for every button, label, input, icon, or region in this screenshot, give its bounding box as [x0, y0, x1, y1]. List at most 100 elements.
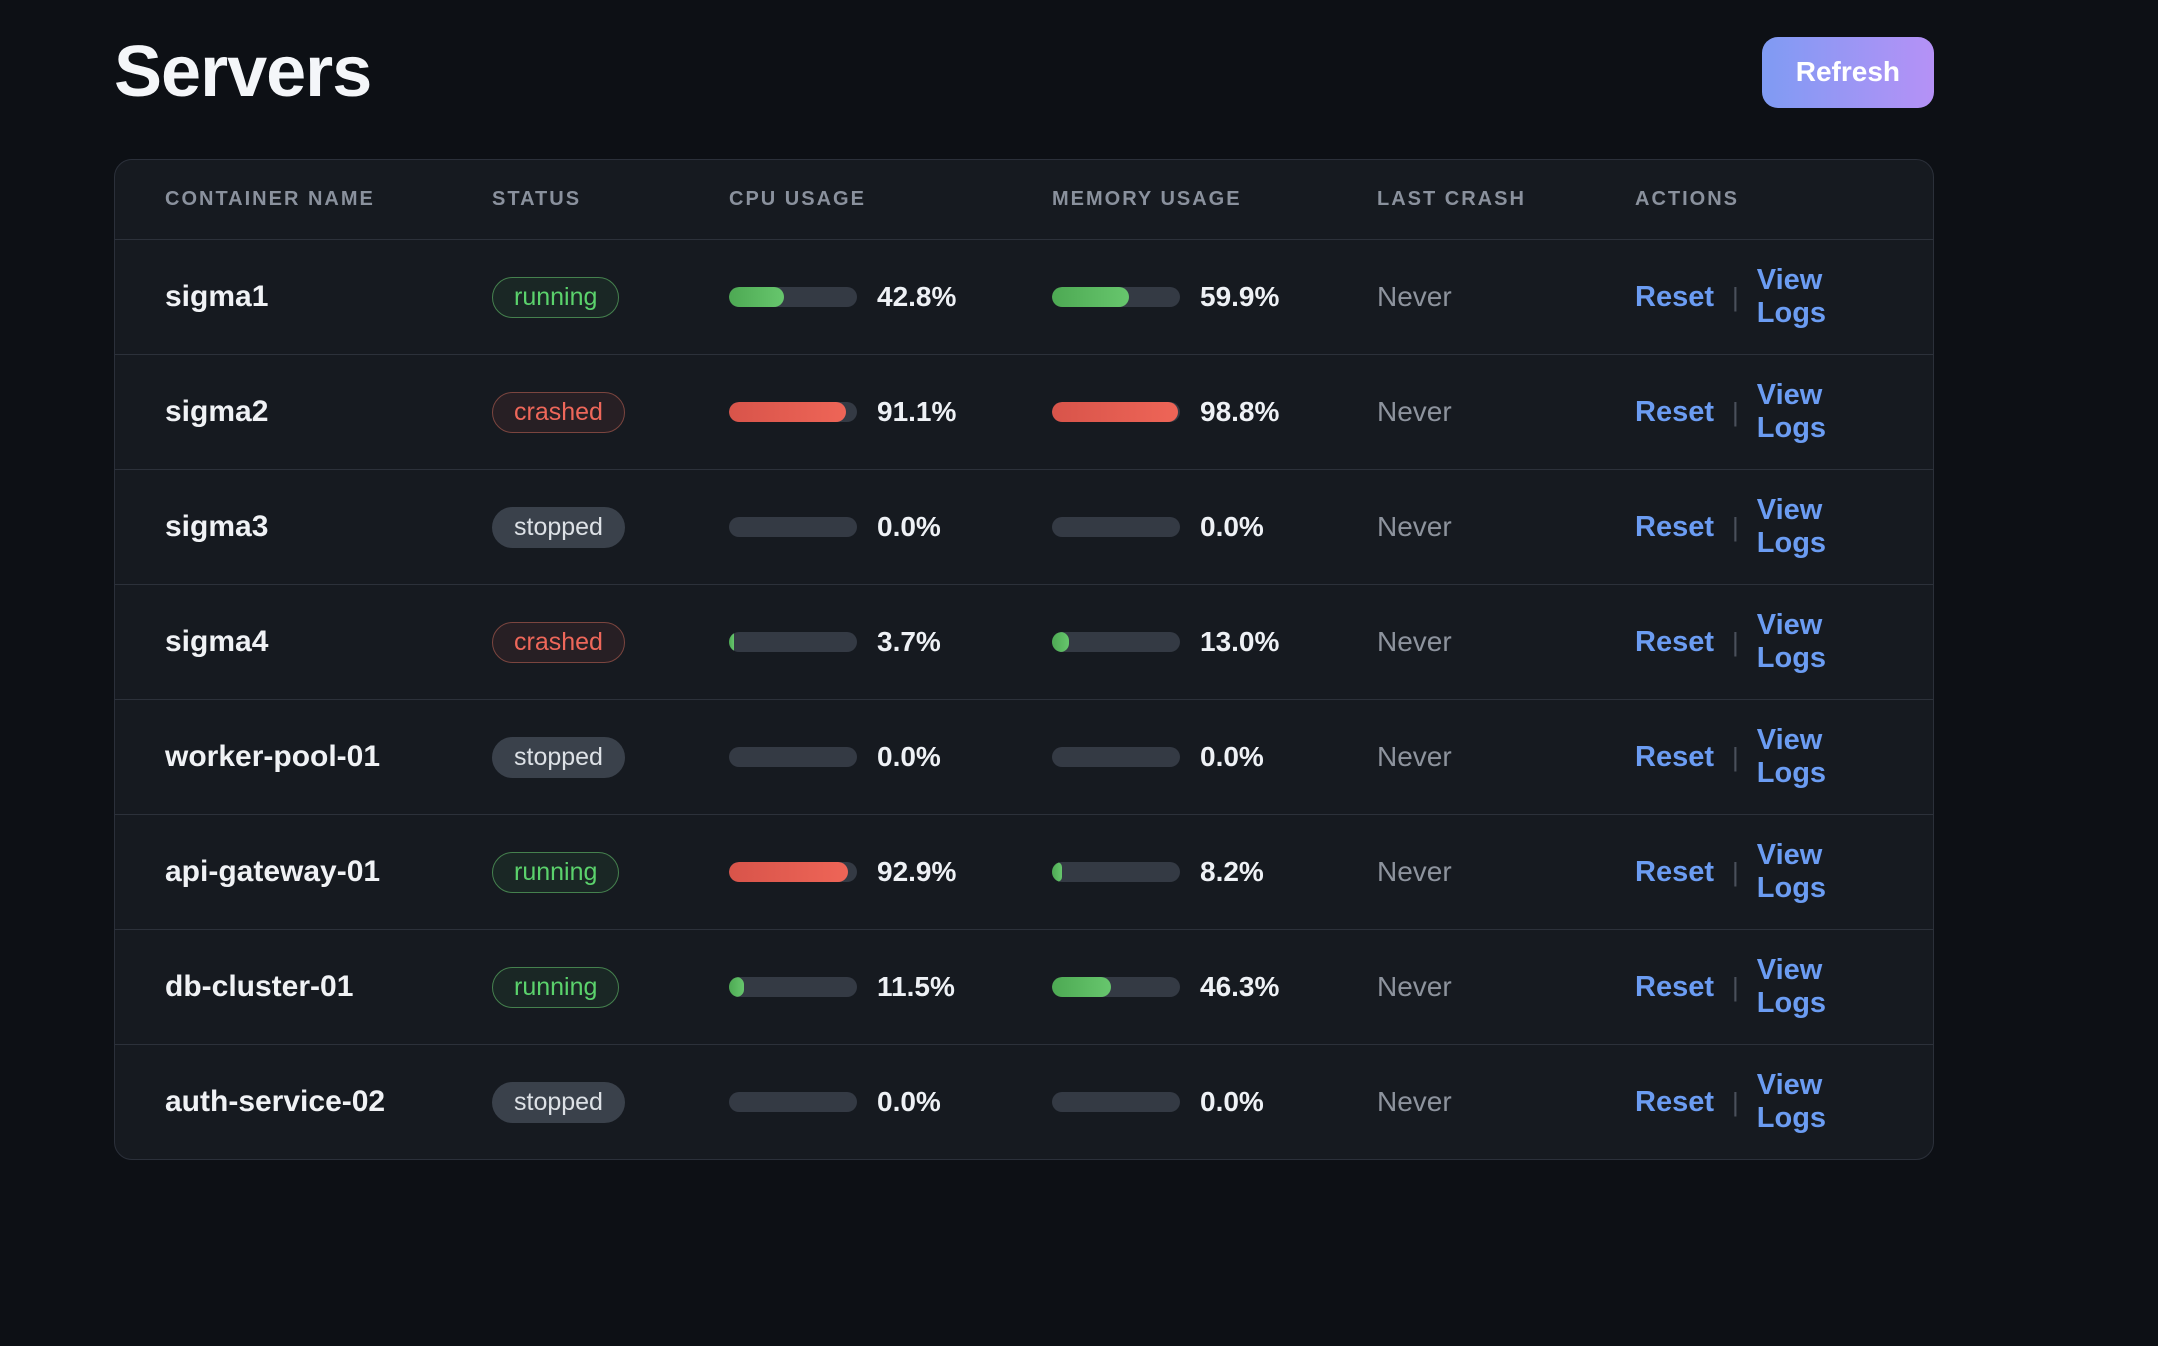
memory-usage-cell: 8.2% — [1052, 856, 1377, 888]
reset-button[interactable]: Reset — [1635, 970, 1714, 1003]
actions-cell: Reset | View Logs — [1635, 379, 1883, 445]
memory-usage-cell: 0.0% — [1052, 511, 1377, 543]
view-logs-button[interactable]: View Logs — [1756, 609, 1827, 674]
cpu-usage-bar-fill — [729, 862, 848, 882]
reset-button[interactable]: Reset — [1635, 625, 1714, 658]
cpu-usage-bar — [729, 977, 857, 997]
cpu-usage-value: 91.1% — [877, 396, 957, 427]
reset-button[interactable]: Reset — [1635, 1085, 1714, 1118]
cpu-usage-cell: 11.5% — [729, 971, 1052, 1003]
table-row: worker-pool-01 stopped 0.0% 0.0% Never R… — [115, 699, 1933, 814]
status-badge: stopped — [492, 736, 625, 778]
view-logs-button[interactable]: View Logs — [1756, 1069, 1827, 1134]
cpu-usage-value: 0.0% — [877, 1086, 941, 1117]
status-badge: running — [492, 851, 620, 893]
status-cell: stopped — [492, 506, 729, 548]
table-row: sigma1 running 42.8% 59.9% Never Reset |… — [115, 239, 1933, 354]
cpu-usage-bar-fill — [729, 632, 734, 652]
refresh-button[interactable]: Refresh — [1761, 36, 1934, 108]
cpu-usage-value: 92.9% — [877, 856, 957, 887]
column-header-container-name: CONTAINER NAME — [165, 188, 375, 210]
memory-usage-bar — [1052, 632, 1180, 652]
cpu-usage-cell: 91.1% — [729, 396, 1052, 428]
table-row: api-gateway-01 running 92.9% 8.2% Never … — [115, 814, 1933, 929]
status-cell: stopped — [492, 1081, 729, 1123]
last-crash-value: Never — [1377, 281, 1452, 312]
view-logs-button[interactable]: View Logs — [1756, 839, 1827, 904]
view-logs-button[interactable]: View Logs — [1756, 724, 1827, 789]
actions-cell: Reset | View Logs — [1635, 724, 1883, 790]
memory-usage-value: 59.9% — [1200, 281, 1280, 312]
actions-cell: Reset | View Logs — [1635, 494, 1883, 560]
cpu-usage-cell: 0.0% — [729, 1086, 1052, 1118]
memory-usage-value: 0.0% — [1200, 511, 1264, 542]
reset-button[interactable]: Reset — [1635, 510, 1714, 543]
cpu-usage-value: 0.0% — [877, 741, 941, 772]
cpu-usage-bar — [729, 402, 857, 422]
memory-usage-value: 13.0% — [1200, 626, 1280, 657]
actions-cell: Reset | View Logs — [1635, 609, 1883, 675]
action-separator: | — [1732, 626, 1739, 657]
memory-usage-value: 98.8% — [1200, 396, 1280, 427]
last-crash-value: Never — [1377, 971, 1452, 1002]
last-crash-value: Never — [1377, 396, 1452, 427]
container-name: sigma1 — [165, 280, 269, 313]
container-name: worker-pool-01 — [165, 740, 381, 773]
cpu-usage-cell: 0.0% — [729, 741, 1052, 773]
memory-usage-bar — [1052, 287, 1180, 307]
column-header-memory-usage: MEMORY USAGE — [1052, 188, 1242, 210]
status-cell: stopped — [492, 736, 729, 778]
column-header-cpu-usage: CPU USAGE — [729, 188, 866, 210]
cpu-usage-cell: 3.7% — [729, 626, 1052, 658]
last-crash-value: Never — [1377, 1086, 1452, 1117]
table-row: db-cluster-01 running 11.5% 46.3% Never … — [115, 929, 1933, 1044]
cpu-usage-cell: 42.8% — [729, 281, 1052, 313]
reset-button[interactable]: Reset — [1635, 395, 1714, 428]
memory-usage-cell: 98.8% — [1052, 396, 1377, 428]
memory-usage-bar — [1052, 1092, 1180, 1112]
view-logs-button[interactable]: View Logs — [1756, 264, 1827, 329]
table-row: sigma3 stopped 0.0% 0.0% Never Reset | V… — [115, 469, 1933, 584]
action-separator: | — [1732, 741, 1739, 772]
cpu-usage-bar — [729, 1092, 857, 1112]
memory-usage-bar — [1052, 402, 1180, 422]
table-header-row: CONTAINER NAME STATUS CPU USAGE MEMORY U… — [115, 160, 1933, 239]
cpu-usage-value: 3.7% — [877, 626, 941, 657]
memory-usage-value: 0.0% — [1200, 1086, 1264, 1117]
column-header-last-crash: LAST CRASH — [1377, 188, 1526, 210]
container-name: db-cluster-01 — [165, 970, 354, 1003]
cpu-usage-bar-fill — [729, 402, 846, 422]
container-name: auth-service-02 — [165, 1085, 386, 1118]
action-separator: | — [1732, 971, 1739, 1002]
column-header-actions: ACTIONS — [1635, 188, 1739, 210]
actions-cell: Reset | View Logs — [1635, 264, 1883, 330]
status-cell: running — [492, 851, 729, 893]
view-logs-button[interactable]: View Logs — [1756, 379, 1827, 444]
reset-button[interactable]: Reset — [1635, 855, 1714, 888]
cpu-usage-value: 42.8% — [877, 281, 957, 312]
action-separator: | — [1732, 1086, 1739, 1117]
page-title: Servers — [114, 32, 372, 112]
cpu-usage-bar — [729, 517, 857, 537]
actions-cell: Reset | View Logs — [1635, 1069, 1883, 1135]
container-name: sigma3 — [165, 510, 269, 543]
status-badge: stopped — [492, 506, 625, 548]
table-row: sigma4 crashed 3.7% 13.0% Never Reset | … — [115, 584, 1933, 699]
action-separator: | — [1732, 281, 1739, 312]
reset-button[interactable]: Reset — [1635, 740, 1714, 773]
memory-usage-bar-fill — [1052, 977, 1112, 997]
reset-button[interactable]: Reset — [1635, 280, 1714, 313]
cpu-usage-bar-fill — [729, 287, 784, 307]
last-crash-value: Never — [1377, 856, 1452, 887]
view-logs-button[interactable]: View Logs — [1756, 954, 1827, 1019]
last-crash-value: Never — [1377, 741, 1452, 772]
page-header: Servers Refresh — [114, 32, 1934, 112]
memory-usage-bar — [1052, 977, 1180, 997]
view-logs-button[interactable]: View Logs — [1756, 494, 1827, 559]
status-cell: running — [492, 966, 729, 1008]
status-badge: stopped — [492, 1081, 625, 1123]
status-badge: crashed — [492, 621, 625, 663]
memory-usage-bar — [1052, 517, 1180, 537]
memory-usage-bar-fill — [1052, 632, 1069, 652]
cpu-usage-cell: 0.0% — [729, 511, 1052, 543]
